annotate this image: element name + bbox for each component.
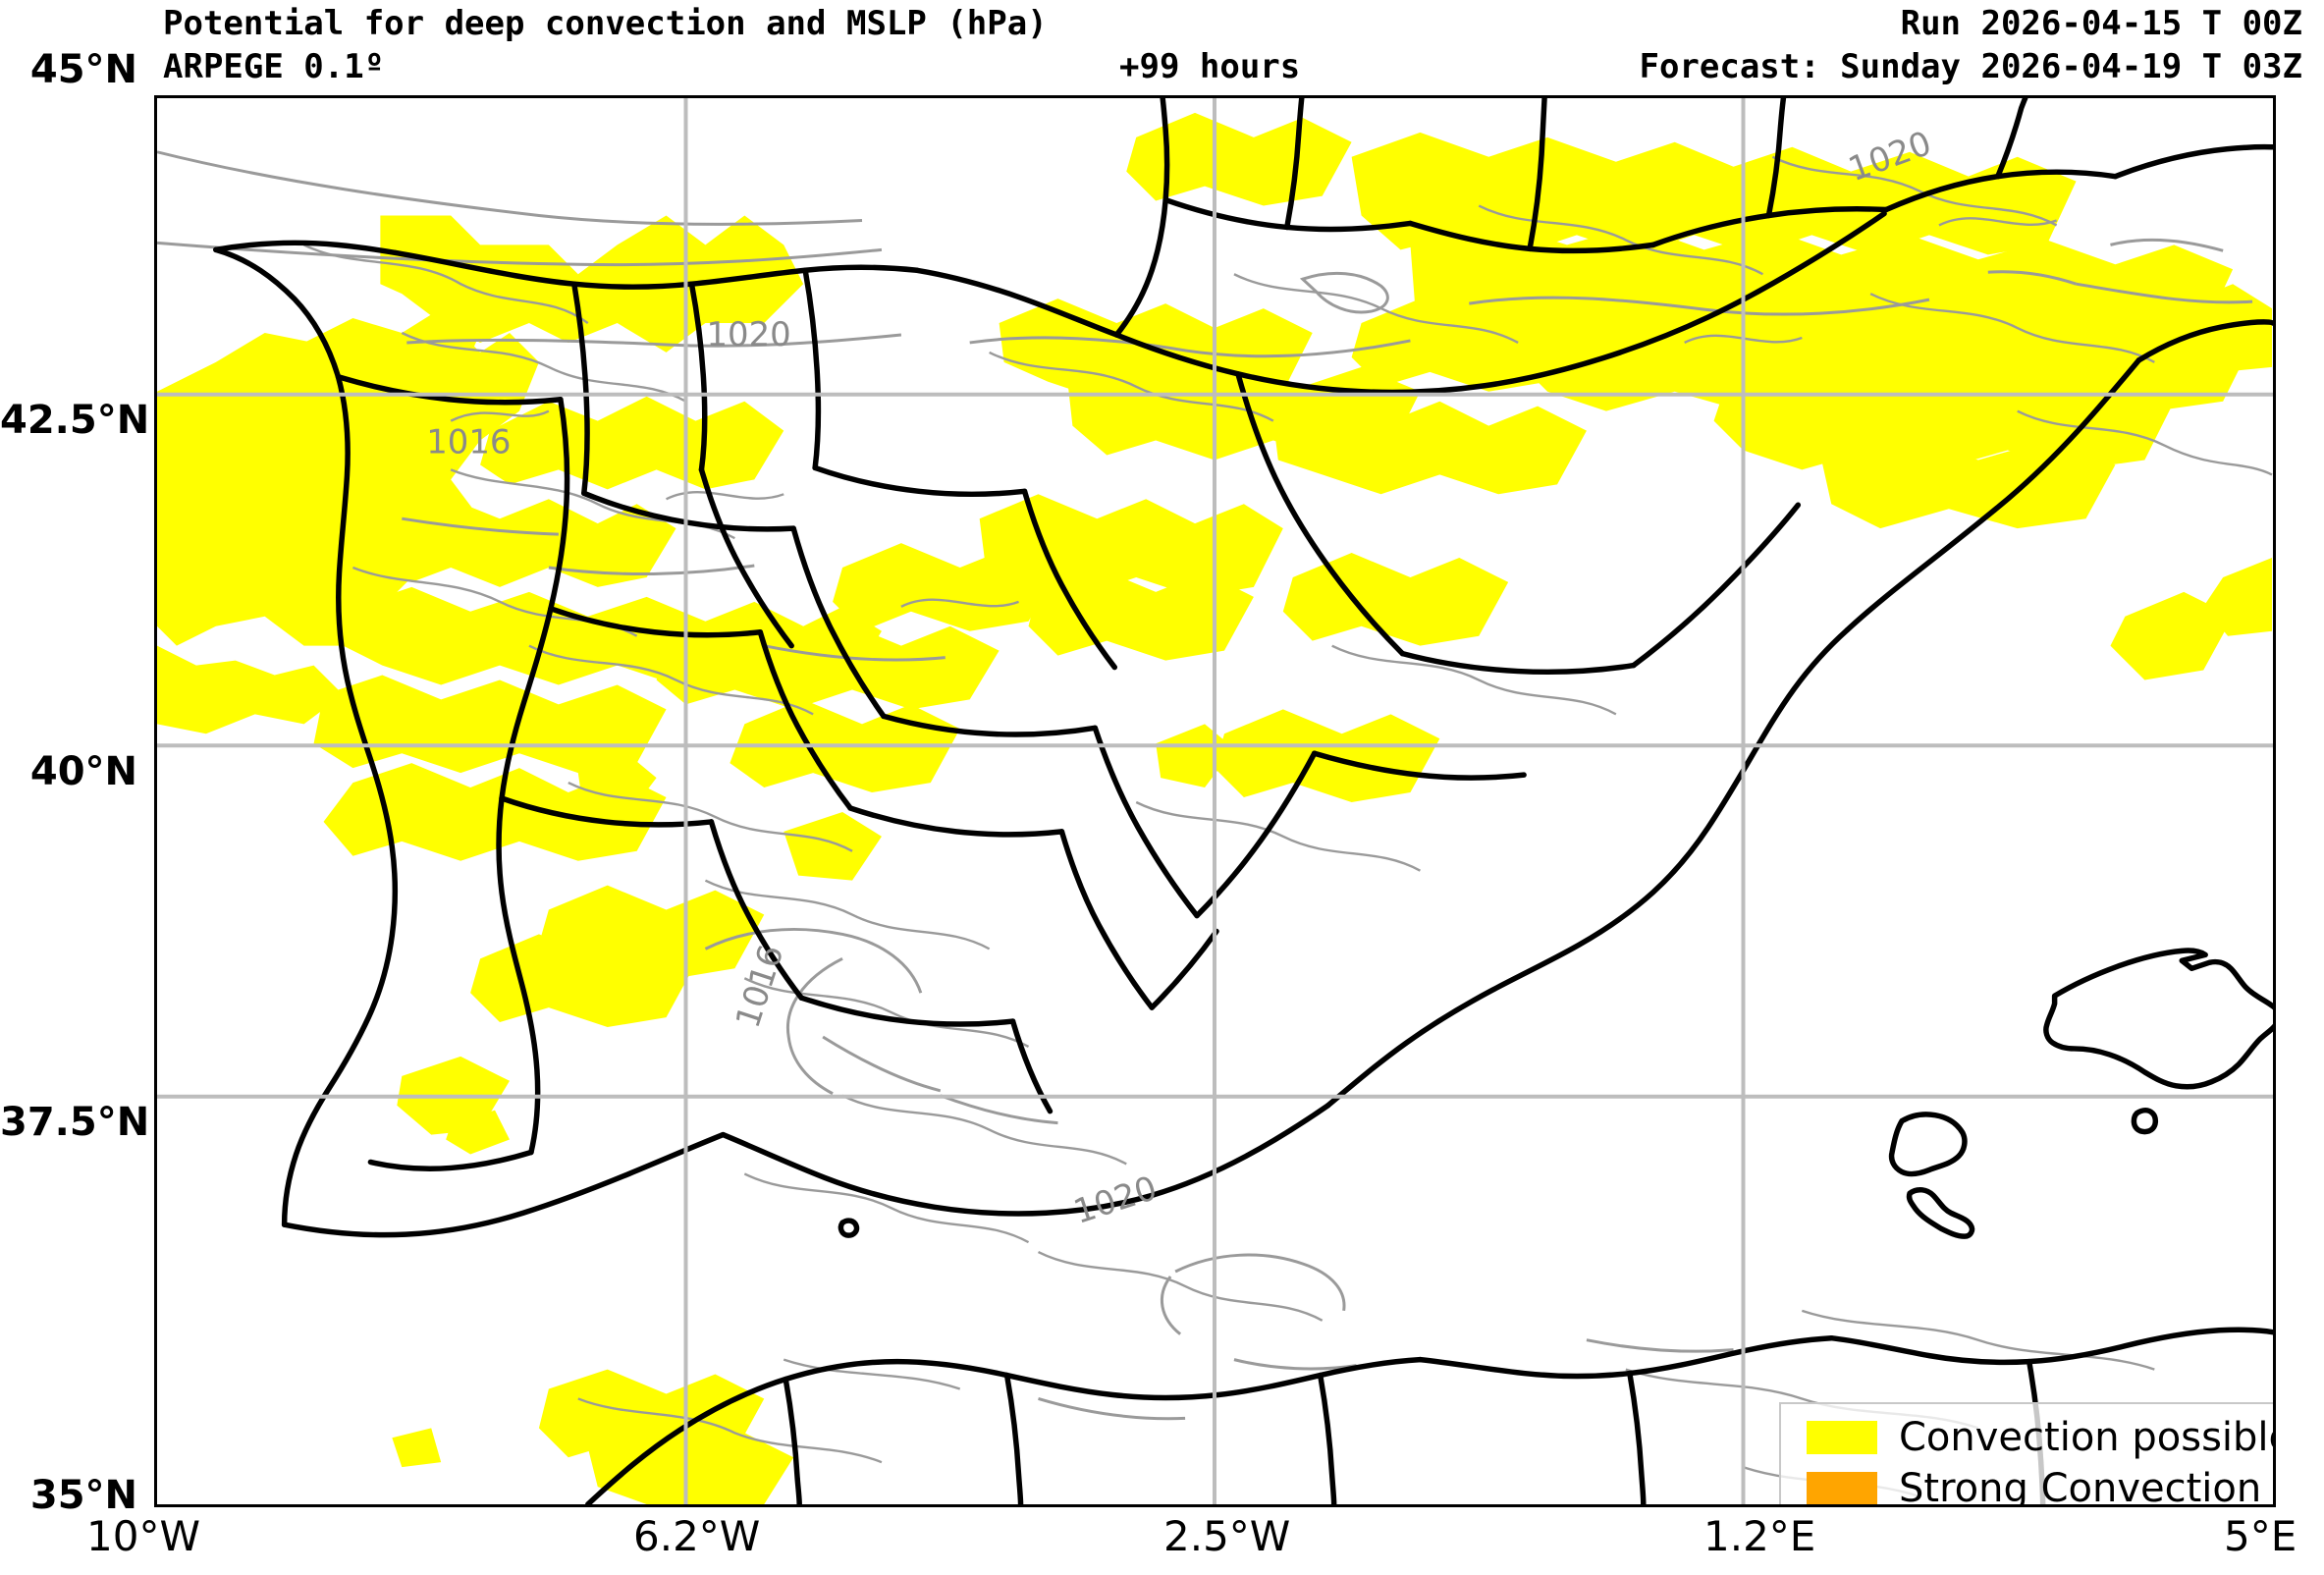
- y-tick-label-37-5n: 37.5°N: [0, 1100, 150, 1145]
- y-tick-label-45n: 45°N: [29, 47, 137, 92]
- y-tick-label-40n: 40°N: [29, 749, 137, 794]
- weather-map-svg[interactable]: 1020 1016 1020 1016 1020: [157, 98, 2273, 1504]
- map-gridlines: [157, 98, 2273, 1504]
- run-timestamp: Run 2026-04-15 T 00Z: [1900, 4, 2302, 43]
- map-plot-area[interactable]: 1020 1016 1020 1016 1020 Convection poss…: [154, 95, 2276, 1507]
- x-tick-label-6-2w: 6.2°W: [633, 1512, 761, 1560]
- legend-swatch-yellow: [1807, 1421, 1877, 1454]
- province-boundaries: [303, 155, 2273, 1498]
- legend-swatch-orange: [1807, 1472, 1877, 1504]
- x-tick-label-10w: 10°W: [86, 1512, 200, 1560]
- mslp-isobars: [157, 150, 2253, 1421]
- legend-item-strong-convection-possible[interactable]: Strong Convection possible: [1781, 1463, 2273, 1507]
- coastlines-and-borders: [213, 98, 2273, 1504]
- forecast-timestamp: Forecast: Sunday 2026-04-19 T 03Z: [1639, 47, 2302, 86]
- legend-label-convection-possible: Convection possible: [1899, 1415, 2276, 1460]
- isobar-label-1020-a: 1020: [706, 315, 790, 353]
- y-tick-label-42-5n: 42.5°N: [0, 398, 150, 443]
- legend-item-convection-possible[interactable]: Convection possible: [1781, 1412, 2276, 1463]
- map-legend[interactable]: Convection possible Strong Convection po…: [1779, 1402, 2276, 1507]
- isobar-label-1016-a: 1016: [426, 423, 511, 462]
- y-tick-label-35n: 35°N: [29, 1473, 137, 1518]
- lead-time: +99 hours: [1119, 47, 1301, 86]
- model-name: ARPEGE 0.1º: [163, 47, 385, 86]
- page-title: Potential for deep convection and MSLP (…: [163, 4, 1048, 43]
- legend-label-strong-convection-possible: Strong Convection possible: [1899, 1466, 2273, 1507]
- x-tick-label-5e: 5°E: [2224, 1512, 2297, 1560]
- x-tick-label-1-2e: 1.2°E: [1703, 1512, 1816, 1560]
- isobar-label-1020-c: 1020: [1069, 1168, 1162, 1231]
- x-tick-label-2-5w: 2.5°W: [1163, 1512, 1291, 1560]
- header-bar: Potential for deep convection and MSLP (…: [0, 0, 2324, 94]
